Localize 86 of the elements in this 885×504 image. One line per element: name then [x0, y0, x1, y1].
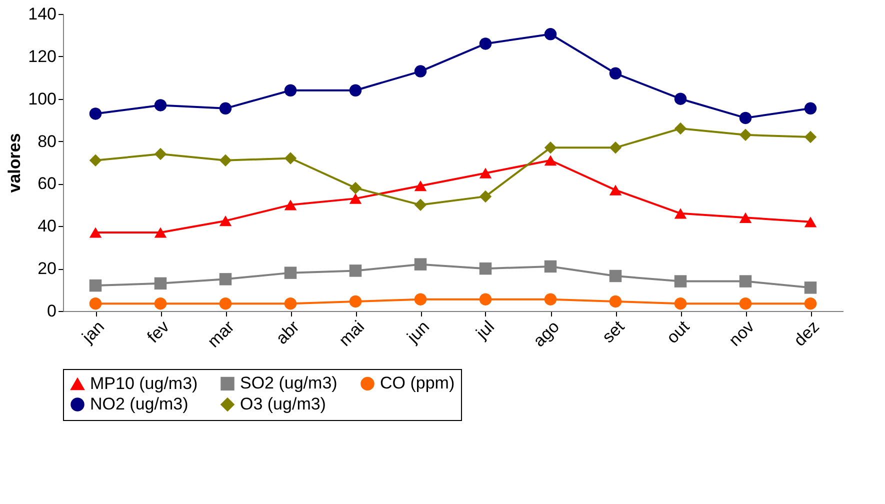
point — [544, 155, 557, 166]
point — [609, 67, 622, 80]
point — [739, 275, 752, 288]
point — [674, 208, 687, 219]
point — [609, 184, 622, 196]
point — [544, 293, 557, 306]
legend-label: CO (ppm) — [380, 374, 455, 393]
point — [284, 152, 297, 164]
x-tick-label: jun — [402, 317, 434, 348]
point — [414, 65, 427, 78]
point — [609, 270, 622, 282]
point — [349, 84, 362, 96]
x-tick-label: fev — [144, 316, 174, 347]
legend-label: SO2 (ug/m3) — [240, 374, 338, 393]
y-axis-title: valores — [5, 133, 24, 193]
point — [544, 142, 557, 154]
point — [609, 142, 622, 154]
y-tick-label: 100 — [28, 89, 56, 108]
x-tick-label: set — [598, 316, 628, 347]
point — [804, 297, 817, 310]
point — [349, 264, 362, 277]
point — [674, 92, 687, 105]
point — [349, 295, 362, 308]
point — [804, 130, 817, 144]
point — [154, 297, 167, 310]
point — [739, 112, 752, 124]
point — [154, 99, 167, 112]
point — [804, 102, 817, 115]
point — [414, 258, 427, 270]
point — [479, 293, 492, 306]
y-tick-label: 120 — [28, 46, 56, 66]
point — [674, 275, 687, 288]
point — [804, 216, 817, 228]
point — [154, 148, 167, 160]
point — [414, 293, 427, 306]
y-tick-label: 20 — [38, 259, 56, 278]
point — [89, 227, 102, 238]
x-tick-label: dez — [790, 317, 824, 350]
point — [219, 102, 232, 115]
y-tick-label: 0 — [47, 302, 56, 320]
legend-label: O3 (ug/m3) — [240, 394, 326, 414]
x-tick-label: nov — [725, 316, 758, 350]
y-tick-label: 140 — [28, 4, 56, 24]
legend-label: MP10 (ug/m3) — [90, 374, 198, 394]
point — [479, 38, 492, 50]
y-tick-label: 40 — [38, 216, 56, 236]
legend-label: NO2 (ug/m3) — [90, 394, 188, 414]
point — [219, 273, 232, 286]
x-tick-label: abr — [272, 316, 304, 348]
point — [479, 190, 492, 203]
x-tick-label: out — [662, 316, 694, 348]
x-tick-label: mar — [204, 316, 238, 352]
point — [349, 182, 362, 194]
point — [89, 154, 102, 167]
point — [219, 154, 232, 167]
point — [284, 84, 297, 96]
point — [804, 282, 817, 294]
y-tick-label: 60 — [38, 174, 56, 194]
point — [154, 227, 167, 238]
x-tick-label: jan — [78, 317, 108, 348]
point — [739, 297, 752, 310]
point — [89, 279, 102, 292]
point — [739, 128, 752, 142]
point — [349, 193, 362, 204]
point — [414, 198, 427, 212]
point — [284, 297, 297, 310]
point — [89, 108, 102, 120]
point — [154, 277, 167, 290]
point — [219, 297, 232, 310]
x-tick-label: jul — [472, 317, 498, 344]
point — [284, 266, 297, 279]
point — [544, 260, 557, 273]
point — [674, 122, 687, 135]
point — [479, 168, 492, 178]
y-tick-label: 80 — [38, 132, 56, 151]
point — [89, 297, 102, 310]
point — [284, 200, 297, 210]
x-tick-label: mai — [335, 317, 368, 350]
point — [219, 216, 232, 226]
point — [544, 28, 557, 40]
point — [479, 262, 492, 275]
point — [414, 180, 427, 192]
x-tick-label: ago — [530, 317, 564, 351]
point — [609, 295, 622, 308]
point — [674, 297, 687, 310]
point — [739, 212, 752, 223]
